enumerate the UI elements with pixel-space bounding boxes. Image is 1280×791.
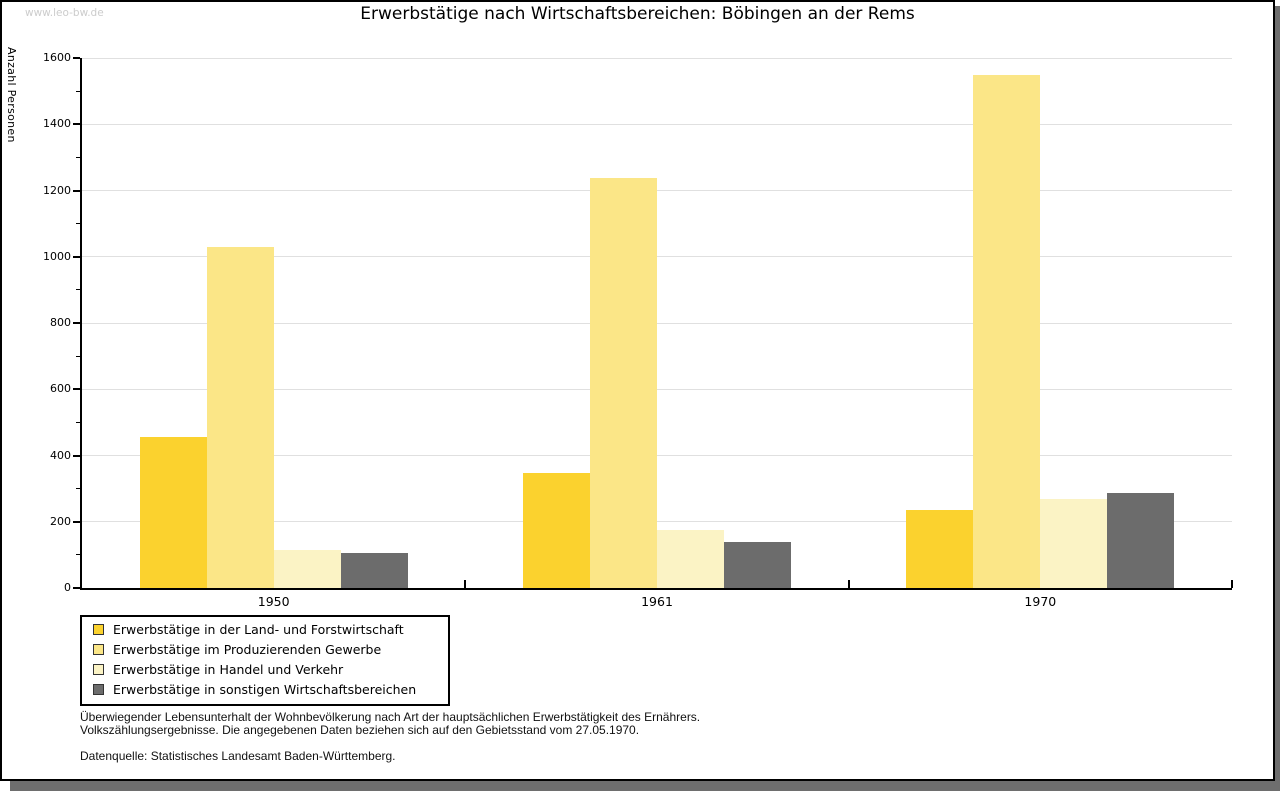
legend-item: Erwerbstätige im Produzierenden Gewerbe: [88, 640, 442, 660]
x-category-label: 1970: [1024, 594, 1057, 609]
footer-notes: Überwiegender Lebensunterhalt der Wohnbe…: [80, 711, 700, 763]
x-axis-tick: [1231, 580, 1233, 588]
watermark: www.leo-bw.de: [25, 7, 104, 19]
x-axis-tick: [847, 580, 850, 588]
y-tick-label: 0: [64, 581, 71, 594]
y-tick-label: 1200: [43, 183, 71, 197]
window-shadow-bottom: [10, 781, 1280, 791]
window-shadow-right: [1275, 6, 1280, 791]
bar-1950-series-1: [206, 247, 274, 588]
y-axis-tick: [73, 587, 80, 589]
y-tick-label: 1400: [43, 117, 71, 131]
x-axis-tick: [464, 580, 467, 588]
legend-item: Erwerbstätige in der Land- und Forstwirt…: [88, 620, 442, 640]
legend-swatch: [93, 644, 104, 656]
y-axis-minor-tick: [76, 355, 80, 357]
y-tick-label: 800: [50, 316, 71, 329]
y-tick-label: 1000: [43, 249, 71, 263]
y-tick-label: 200: [50, 514, 71, 528]
gridline: [82, 123, 1232, 125]
legend-label: Erwerbstätige in der Land- und Forstwirt…: [113, 622, 404, 638]
bar-1950-series-3: [340, 553, 408, 588]
gridline: [82, 521, 1232, 523]
bar-1950-series-2: [273, 549, 341, 588]
y-axis-tick: [73, 520, 80, 523]
y-axis-tick: [73, 454, 80, 457]
y-axis-tick: [73, 255, 80, 258]
bar-1961-series-3: [724, 542, 791, 588]
y-axis-tick: [73, 322, 80, 324]
y-axis-minor-tick: [76, 289, 80, 291]
note-line: Überwiegender Lebensunterhalt der Wohnbe…: [80, 710, 701, 724]
y-axis-label: Anzahl Personen: [5, 47, 18, 143]
source-note: Datenquelle: Statistisches Landesamt Bad…: [80, 749, 396, 763]
legend-label: Erwerbstätige in Handel und Verkehr: [113, 661, 344, 677]
legend-item: Erwerbstätige in sonstigen Wirtschaftsbe…: [88, 679, 442, 699]
legend-item: Erwerbstätige in Handel und Verkehr: [88, 660, 442, 680]
bar-1961-series-1: [590, 177, 657, 588]
legend-swatch: [93, 663, 104, 675]
y-tick-label: 400: [50, 448, 71, 462]
legend-label: Erwerbstätige im Produzierenden Gewerbe: [113, 642, 382, 658]
gridline: [82, 57, 1232, 59]
note-line: Volkszählungsergebnisse. Die angegebenen…: [80, 723, 640, 737]
gridline: [82, 190, 1232, 191]
legend-swatch: [93, 624, 104, 636]
plot-area: 0 200 400 600 800 1000 1200 1400 1600 1950 1961 197…: [43, 51, 1233, 609]
gridline: [82, 388, 1232, 390]
bar-1970-series-3: [1107, 493, 1175, 588]
y-tick-label: 600: [50, 382, 71, 396]
y-axis-tick: [73, 388, 80, 391]
x-category-label: 1961: [641, 594, 673, 609]
y-axis-tick: [73, 189, 80, 192]
legend-swatch: [93, 683, 104, 695]
y-axis-minor-tick: [76, 90, 80, 92]
bar-1970-series-1: [973, 74, 1041, 588]
gridline: [82, 322, 1232, 324]
gridline: [82, 455, 1232, 456]
y-axis-minor-tick: [76, 488, 80, 490]
x-category-label: 1950: [257, 594, 290, 609]
y-axis-minor-tick: [76, 156, 80, 158]
bar-1970-series-0: [906, 510, 974, 588]
bar-1961-series-0: [523, 473, 590, 588]
chart-title: Erwerbstätige nach Wirtschaftsbereichen:…: [360, 4, 915, 24]
y-axis-tick: [73, 123, 80, 126]
bar-1970-series-2: [1040, 498, 1108, 588]
legend: Erwerbstätige in der Land- und Forstwirt…: [80, 615, 450, 707]
y-axis-minor-tick: [76, 421, 80, 423]
bar-1950-series-0: [139, 437, 207, 588]
gridline: [82, 256, 1232, 258]
y-axis-minor-tick: [76, 554, 80, 556]
y-tick-label: 1600: [43, 51, 71, 64]
bar-1961-series-2: [657, 529, 724, 588]
y-axis-tick: [73, 57, 80, 59]
legend-label: Erwerbstätige in sonstigen Wirtschaftsbe…: [113, 681, 417, 697]
y-axis-minor-tick: [76, 223, 80, 225]
